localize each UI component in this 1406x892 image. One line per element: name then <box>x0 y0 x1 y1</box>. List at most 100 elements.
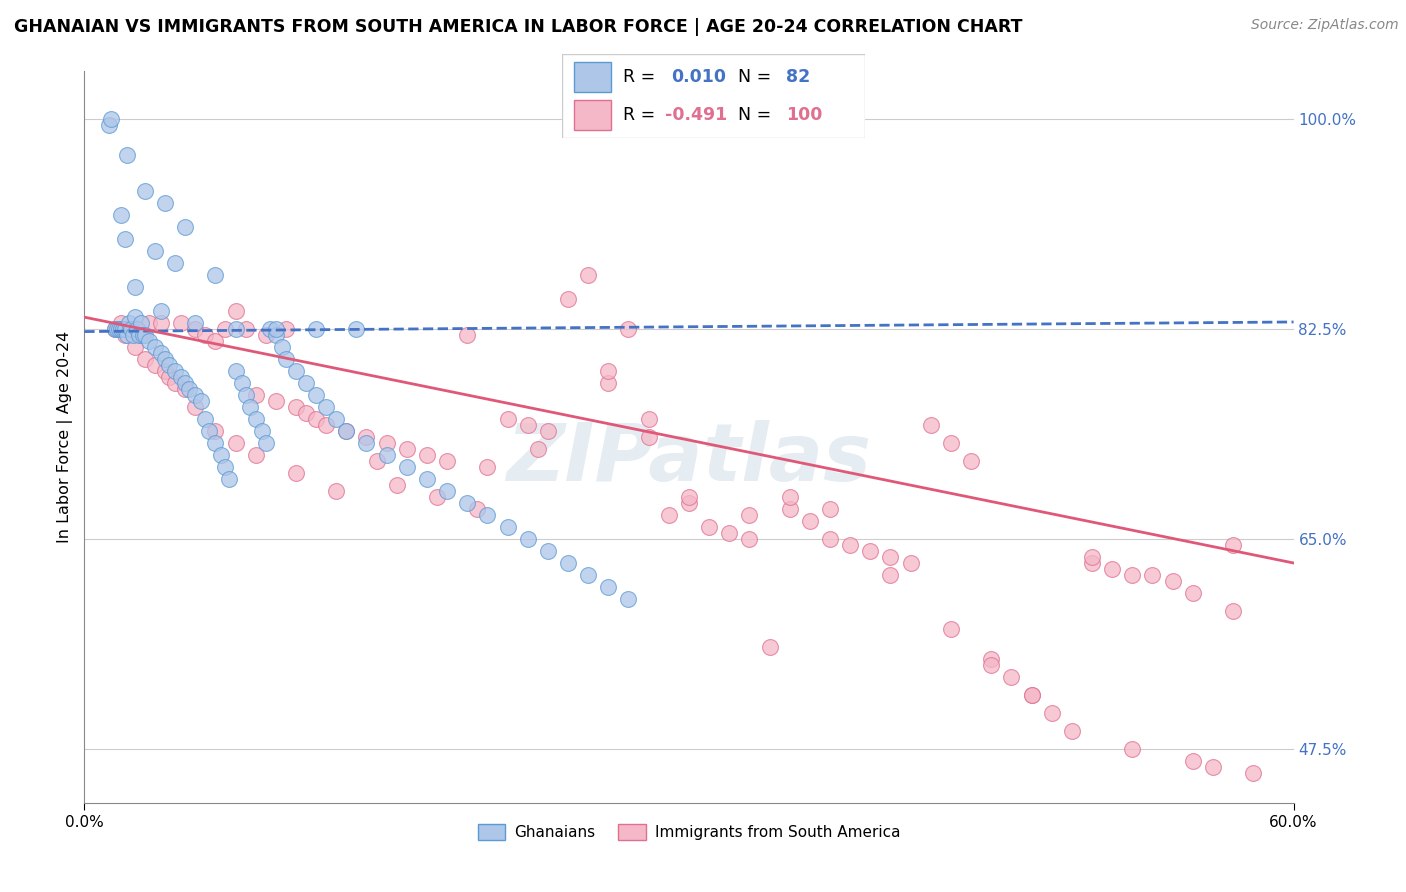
Point <box>557 292 579 306</box>
Point <box>678 496 700 510</box>
Point <box>799 514 821 528</box>
Point <box>516 418 538 433</box>
Point <box>335 424 357 438</box>
Point <box>436 483 458 498</box>
Point <box>395 442 418 456</box>
Point <box>527 442 550 456</box>
Point <box>153 364 176 378</box>
Point <box>184 322 207 336</box>
Text: Source: ZipAtlas.com: Source: ZipAtlas.com <box>1251 18 1399 32</box>
Point <box>194 328 217 343</box>
Point <box>120 322 142 336</box>
Point <box>920 418 942 433</box>
Point <box>250 424 273 438</box>
Point <box>1241 765 1264 780</box>
Point <box>436 454 458 468</box>
Point <box>1021 688 1043 702</box>
Point <box>264 328 287 343</box>
Point <box>165 364 187 378</box>
Point <box>125 322 148 336</box>
Point <box>143 340 166 354</box>
Point <box>960 454 983 468</box>
Point <box>245 412 267 426</box>
Point <box>285 400 308 414</box>
Point <box>557 556 579 570</box>
Point <box>114 322 136 336</box>
Point <box>779 502 801 516</box>
Point <box>758 640 780 654</box>
Point <box>818 532 841 546</box>
Point <box>110 322 132 336</box>
Point <box>697 520 720 534</box>
Point <box>100 112 122 127</box>
Point <box>218 472 240 486</box>
Point <box>1222 538 1244 552</box>
Point <box>225 304 247 318</box>
Point <box>124 280 146 294</box>
Text: R =: R = <box>623 69 661 87</box>
Point <box>254 436 277 450</box>
Point <box>426 490 449 504</box>
Point <box>153 196 176 211</box>
Point <box>315 400 337 414</box>
Point <box>194 412 217 426</box>
Point <box>900 556 922 570</box>
Point <box>477 460 499 475</box>
Point <box>179 382 201 396</box>
Point <box>678 490 700 504</box>
Text: ZIPatlas: ZIPatlas <box>506 420 872 498</box>
Point <box>231 376 253 391</box>
Point <box>149 346 172 360</box>
Point <box>165 376 187 391</box>
Point <box>305 412 328 426</box>
Point <box>190 394 212 409</box>
Point <box>114 232 136 246</box>
Point <box>110 208 132 222</box>
Point <box>356 436 378 450</box>
Point <box>97 118 120 132</box>
Point <box>718 526 741 541</box>
Point <box>134 352 156 367</box>
Point <box>325 483 347 498</box>
Point <box>1040 706 1063 720</box>
Point <box>1161 574 1184 588</box>
Point <box>184 388 207 402</box>
Point <box>209 448 232 462</box>
Point <box>295 376 318 391</box>
Point <box>537 424 560 438</box>
Point <box>204 436 226 450</box>
Point <box>245 448 267 462</box>
Point <box>637 430 659 444</box>
Point <box>637 412 659 426</box>
Point <box>738 508 761 522</box>
Text: R =: R = <box>623 105 661 123</box>
Point <box>149 316 172 330</box>
Point <box>305 322 328 336</box>
Point <box>516 532 538 546</box>
Point <box>1121 568 1143 582</box>
Point <box>214 322 236 336</box>
Point <box>576 568 599 582</box>
Point <box>104 322 127 336</box>
Point <box>124 340 146 354</box>
Point <box>107 322 129 336</box>
Point <box>980 657 1002 672</box>
Point <box>129 316 152 330</box>
Point <box>128 328 150 343</box>
Point <box>285 466 308 480</box>
Point <box>335 424 357 438</box>
Point <box>537 544 560 558</box>
Point <box>204 334 226 348</box>
Point <box>598 364 620 378</box>
Point <box>1222 604 1244 618</box>
Point <box>325 412 347 426</box>
Point <box>118 316 141 330</box>
Point <box>132 328 155 343</box>
Point <box>818 502 841 516</box>
Point <box>259 322 281 336</box>
Point <box>598 580 620 594</box>
Point <box>980 652 1002 666</box>
Point <box>385 478 408 492</box>
Point <box>184 316 207 330</box>
Point <box>143 358 166 372</box>
